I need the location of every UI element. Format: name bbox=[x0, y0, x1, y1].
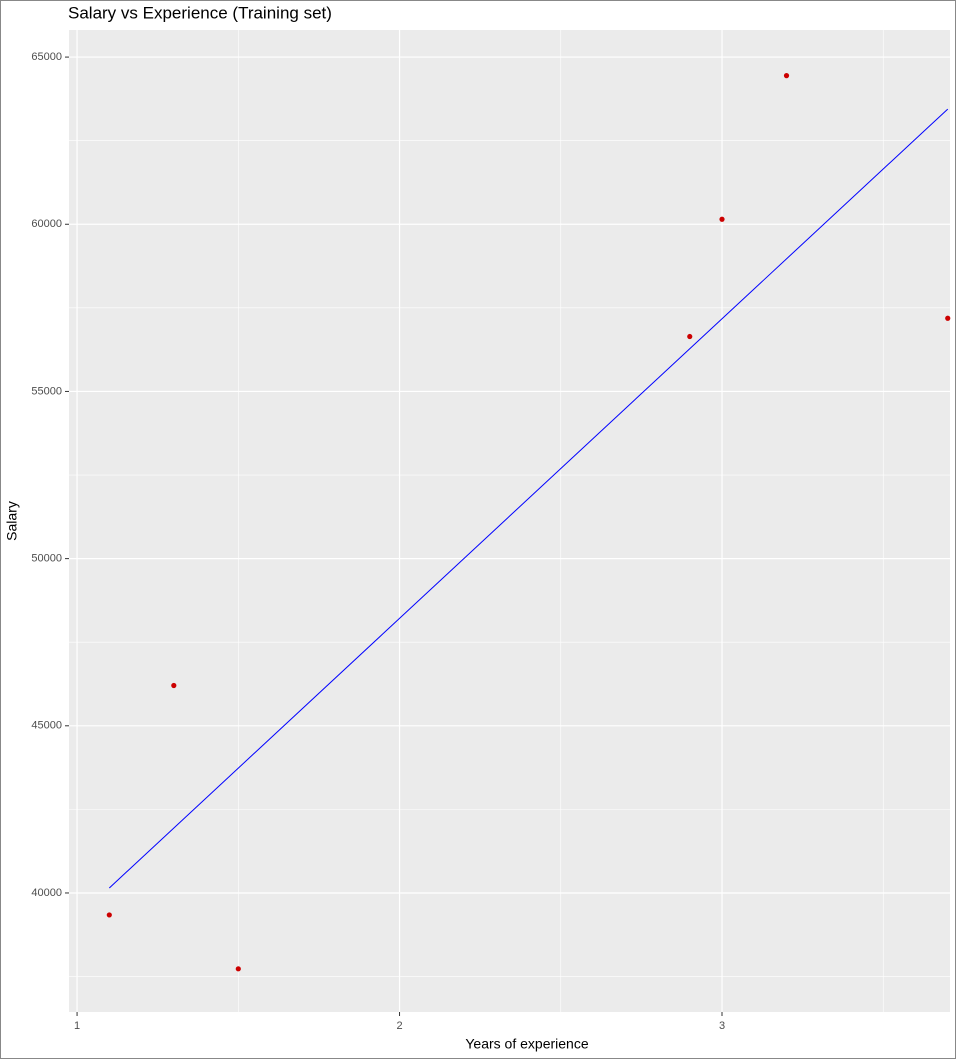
y-tick-label: 50000 bbox=[31, 553, 62, 565]
point bbox=[171, 682, 177, 689]
point bbox=[235, 966, 241, 972]
x-tick-label: 1 bbox=[74, 1020, 80, 1032]
point bbox=[783, 73, 790, 79]
y-tick-label: 40000 bbox=[31, 887, 62, 899]
y-tick-label: 65000 bbox=[31, 51, 62, 63]
point bbox=[945, 315, 951, 321]
panel bbox=[69, 30, 950, 1012]
chart-title: Salary vs Experience (Training set) bbox=[68, 3, 332, 22]
point bbox=[719, 216, 725, 222]
y-tick-label: 45000 bbox=[31, 720, 62, 732]
point bbox=[106, 912, 112, 918]
y-axis-label: Salary bbox=[4, 501, 20, 541]
point bbox=[687, 333, 693, 340]
y-tick-label: 55000 bbox=[31, 385, 62, 397]
y-tick-label: 60000 bbox=[31, 218, 62, 230]
x-tick-label: 3 bbox=[719, 1020, 725, 1032]
x-tick-label: 2 bbox=[396, 1020, 402, 1032]
x-axis-label: Years of experience bbox=[465, 1036, 588, 1052]
fit-line bbox=[108, 108, 949, 889]
